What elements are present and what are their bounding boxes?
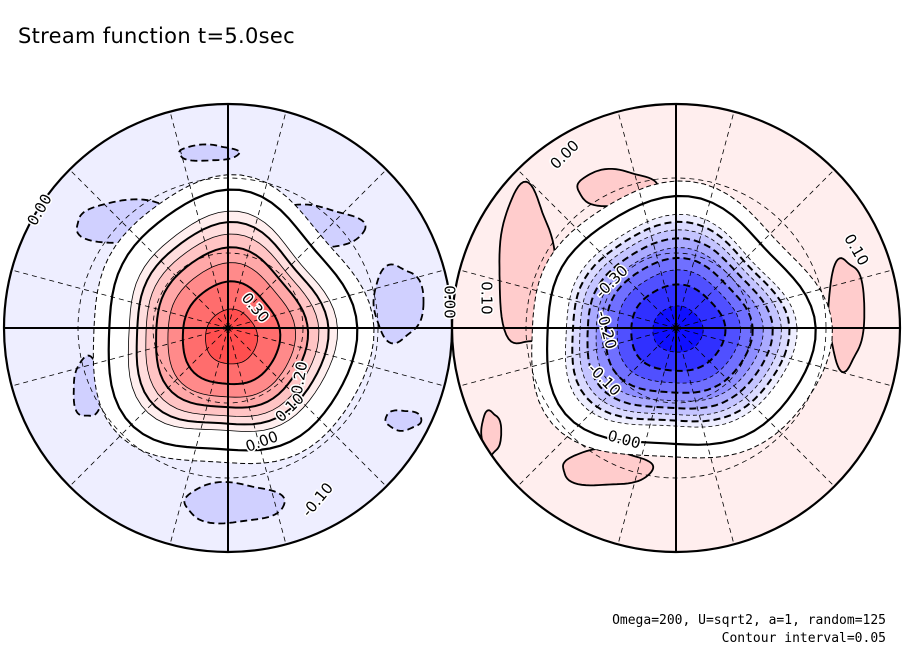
- meridian-line: [617, 327, 677, 545]
- pole-marker: [225, 325, 231, 331]
- meridian-line: [459, 269, 677, 329]
- meridian-line: [675, 327, 735, 545]
- meridian-line: [675, 269, 893, 329]
- meridian-line: [69, 169, 229, 329]
- weak-anomaly-region: [480, 409, 503, 457]
- axes-overlay: [2, 102, 902, 554]
- hemisphere-boundary: [450, 102, 902, 554]
- meridian-line: [227, 327, 387, 487]
- meridian-line: [675, 169, 835, 329]
- meridian-line: [459, 327, 677, 387]
- weak-anomaly-region: [384, 409, 423, 432]
- weak-anomaly-region: [183, 480, 286, 525]
- meridian-line: [675, 111, 735, 329]
- meridian-line: [169, 111, 229, 329]
- contour-label: 0.10: [478, 281, 496, 314]
- meridian-line: [227, 111, 287, 329]
- meridian-line: [675, 327, 835, 487]
- meridian-line: [517, 169, 677, 329]
- weak-anomaly-region: [372, 263, 425, 345]
- meridian-line: [227, 269, 445, 329]
- meridian-line: [11, 269, 229, 329]
- meridian-line: [227, 327, 287, 545]
- parameters-annotation: Omega=200, U=sqrt2, a=1, random=125: [612, 613, 886, 628]
- meridian-line: [517, 327, 677, 487]
- meridian-line: [169, 327, 229, 545]
- chart-title: Stream function t=5.0sec: [18, 24, 295, 48]
- contour-level: [205, 308, 259, 365]
- contour-label: 0.00: [441, 285, 459, 318]
- meridian-line: [69, 327, 229, 487]
- meridian-line: [675, 327, 893, 387]
- contour-interval-annotation: Contour interval=0.05: [721, 631, 886, 646]
- meridian-line: [227, 169, 387, 329]
- meridian-line: [617, 111, 677, 329]
- meridian-line: [11, 327, 229, 387]
- meridian-line: [227, 327, 445, 387]
- pole-marker: [673, 325, 679, 331]
- weak-anomaly-region: [178, 143, 241, 162]
